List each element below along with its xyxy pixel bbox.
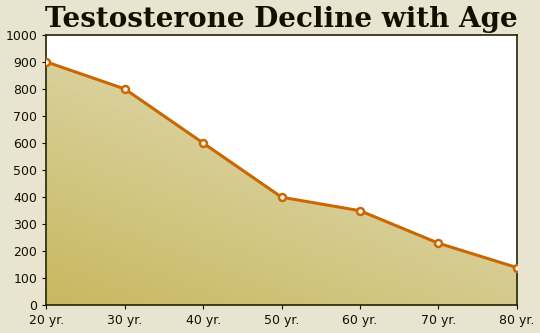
Title: Testosterone Decline with Age: Testosterone Decline with Age xyxy=(45,6,518,33)
